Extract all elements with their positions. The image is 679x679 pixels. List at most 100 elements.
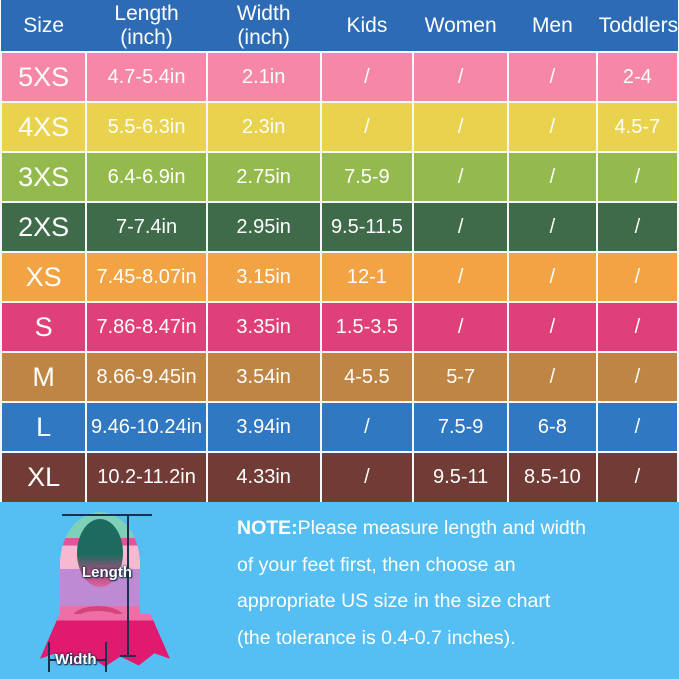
note-text-block: NOTE:Please measure length and width of … <box>237 518 657 664</box>
cell-kids: / <box>319 52 415 103</box>
note-line-4: (the tolerance is 0.4-0.7 inches). <box>237 626 516 649</box>
cell-width: 3.15in <box>205 252 322 303</box>
length-measure-bottom-tick <box>120 655 136 657</box>
cell-women: / <box>412 52 510 103</box>
cell-width: 2.95in <box>205 202 322 253</box>
cell-women: / <box>412 102 510 153</box>
cell-kids: 4-5.5 <box>319 352 415 403</box>
cell-kids: / <box>319 452 415 502</box>
cell-toddlers: / <box>595 152 679 203</box>
width-measure-right-tick <box>105 642 107 672</box>
length-label: Length <box>82 564 132 581</box>
cell-length: 10.2-11.2in <box>85 452 208 502</box>
cell-men: / <box>507 152 598 203</box>
cell-women: / <box>412 152 510 203</box>
cell-length: 5.5-6.3in <box>85 102 208 153</box>
cell-kids: 7.5-9 <box>319 152 415 203</box>
note-line-2: of your feet first, then choose an <box>237 553 516 576</box>
cell-size: S <box>0 302 88 353</box>
cell-women: / <box>412 302 510 353</box>
cell-toddlers: 2-4 <box>595 52 679 103</box>
fin-toe-opening <box>77 519 123 587</box>
size-row-xs: XS 7.45-8.07in 3.15in 12-1// / <box>0 252 679 303</box>
cell-length: 7.86-8.47in <box>85 302 208 353</box>
cell-size: 3XS <box>0 152 88 203</box>
length-measure-top-line <box>62 514 152 516</box>
cell-toddlers: / <box>595 402 679 453</box>
width-measure-left-tick <box>48 642 50 672</box>
size-row-xl: XL 10.2-11.2in 4.33in/9.5-11 8.5-10/ <box>0 452 679 502</box>
size-chart-table: Size Length (inch) Width (inch) Kids Women Men T… <box>0 0 679 502</box>
cell-men: / <box>507 352 598 403</box>
cell-toddlers: / <box>595 252 679 303</box>
cell-men: 8.5-10 <box>507 452 598 502</box>
column-header-toddlers: Toddlers <box>596 0 678 53</box>
cell-width: 2.3in <box>205 102 322 153</box>
size-row-3xs: 3XS 6.4-6.9in 2.75in 7.5-9// / <box>0 152 679 203</box>
size-row-4xs: 4XS 5.5-6.3in 2.3in / //4.5-7 <box>0 102 679 153</box>
cell-women: 5-7 <box>412 352 510 403</box>
size-row-m: M 8.66-9.45in 3.54in 4-5.5 5-7// <box>0 352 679 403</box>
note-label: NOTE: <box>237 517 298 539</box>
column-header-women: Women <box>413 0 509 53</box>
cell-length: 4.7-5.4in <box>85 52 208 103</box>
size-row-5xs: 5XS 4.7-5.4in 2.1in / //2-4 <box>0 52 679 103</box>
note-line-3: appropriate US size in the size chart <box>237 590 551 612</box>
note-line-1: NOTE:Please measure length and width <box>237 517 587 539</box>
cell-width: 4.33in <box>205 452 322 502</box>
cell-length: 6.4-6.9in <box>85 152 208 203</box>
cell-size: L <box>0 402 88 453</box>
cell-kids: 9.5-11.5 <box>319 202 415 253</box>
cell-women: 9.5-11 <box>412 452 510 502</box>
cell-length: 8.66-9.45in <box>85 352 208 403</box>
column-header-size: Size <box>1 0 87 53</box>
cell-toddlers: 4.5-7 <box>595 102 679 153</box>
column-header-length: Length (inch) <box>86 0 207 53</box>
cell-men: 6-8 <box>507 402 598 453</box>
cell-length: 7.45-8.07in <box>85 252 208 303</box>
column-header-men: Men <box>508 0 597 53</box>
cell-size: XL <box>0 452 88 502</box>
cell-toddlers: / <box>595 352 679 403</box>
cell-kids: / <box>319 402 415 453</box>
cell-size: 4XS <box>0 102 88 153</box>
size-row-2xs: 2XS 7-7.4in 2.95in 9.5-11.5// / <box>0 202 679 253</box>
size-row-l: L 9.46-10.24in 3.94in/7.5-9 6-8/ <box>0 402 679 453</box>
cell-men: / <box>507 52 598 103</box>
cell-size: 2XS <box>0 202 88 253</box>
cell-men: / <box>507 202 598 253</box>
cell-men: / <box>507 102 598 153</box>
cell-length: 7-7.4in <box>85 202 208 253</box>
cell-toddlers: / <box>595 202 679 253</box>
cell-width: 3.54in <box>205 352 322 403</box>
cell-toddlers: / <box>595 302 679 353</box>
width-measure-right-dash <box>94 659 105 661</box>
cell-kids: / <box>319 102 415 153</box>
cell-width: 3.35in <box>205 302 322 353</box>
cell-kids: 1.5-3.5 <box>319 302 415 353</box>
cell-toddlers: / <box>595 452 679 502</box>
footer-panel: Length Width NOTE:Please measure length … <box>0 502 679 679</box>
width-measure-left-dash <box>48 659 59 661</box>
length-measure-line <box>127 514 129 657</box>
table-header-row: Size Length (inch) Width (inch) Kids Women Men T… <box>1 0 678 53</box>
swim-fin-illustration: Length Width <box>30 508 180 676</box>
cell-men: / <box>507 252 598 303</box>
cell-women: / <box>412 202 510 253</box>
cell-men: / <box>507 302 598 353</box>
width-label: Width <box>55 651 97 668</box>
cell-width: 2.75in <box>205 152 322 203</box>
cell-women: 7.5-9 <box>412 402 510 453</box>
column-header-width: Width (inch) <box>206 0 321 53</box>
cell-size: M <box>0 352 88 403</box>
cell-size: 5XS <box>0 52 88 103</box>
column-header-kids: Kids <box>320 0 414 53</box>
cell-size: XS <box>0 252 88 303</box>
cell-width: 3.94in <box>205 402 322 453</box>
cell-kids: 12-1 <box>319 252 415 303</box>
cell-women: / <box>412 252 510 303</box>
size-row-s: S 7.86-8.47in 3.35in 1.5-3.5// / <box>0 302 679 353</box>
cell-length: 9.46-10.24in <box>85 402 208 453</box>
cell-width: 2.1in <box>205 52 322 103</box>
